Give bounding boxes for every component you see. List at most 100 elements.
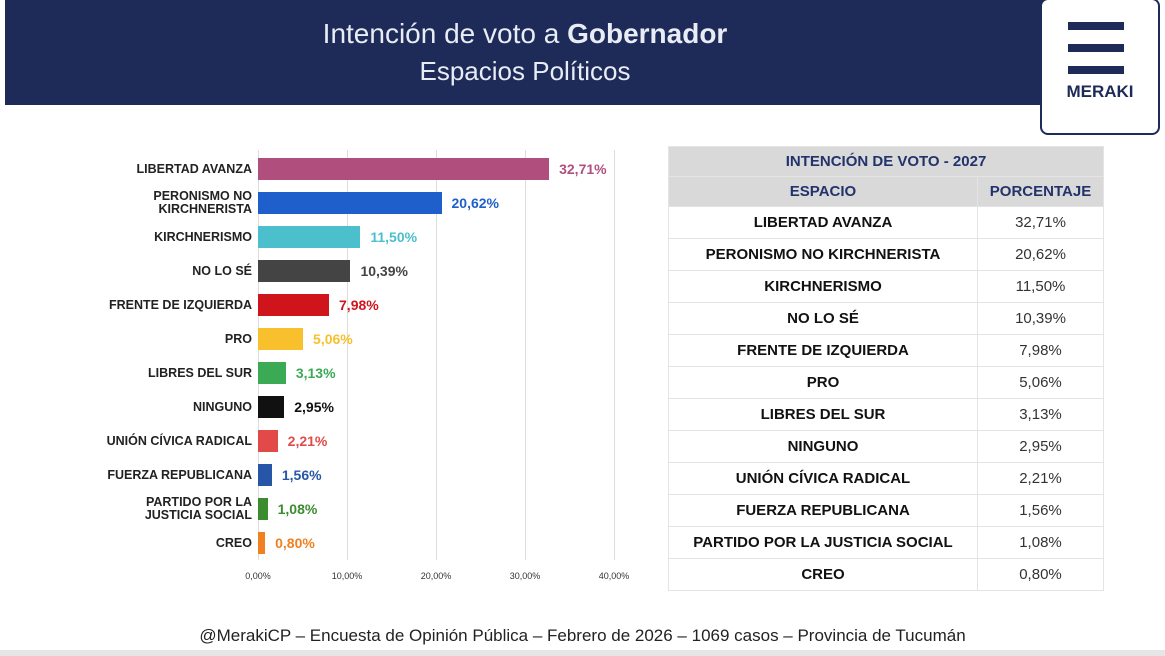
value-label: 7,98% [339, 297, 379, 313]
logo-text: MERAKI [1066, 82, 1134, 101]
table-row: PERONISMO NO KIRCHNERISTA 20,62% [668, 238, 1104, 271]
logo: MERAKI [1040, 0, 1160, 135]
title-text: Intención de voto a [322, 18, 560, 49]
value-label: 5,06% [313, 331, 353, 347]
value-label: 2,21% [287, 433, 328, 449]
percent-cell: 7,98% [977, 334, 1104, 367]
table-row: UNIÓN CÍVICA RADICAL 2,21% [668, 462, 1104, 495]
bar [258, 396, 285, 418]
space-cell: FRENTE DE IZQUIERDA [668, 334, 978, 367]
value-label: 11,50% [370, 229, 418, 245]
space-cell: CREO [668, 558, 978, 591]
table-title: INTENCIÓN DE VOTO - 2027 [668, 146, 1104, 177]
grid-line [347, 150, 348, 560]
table-row: CREO 0,80% [668, 558, 1104, 591]
value-label: 32,71% [559, 161, 607, 177]
table-row: LIBRES DEL SUR 3,13% [668, 398, 1104, 431]
space-cell: LIBERTAD AVANZA [668, 206, 978, 239]
bottom-strip [0, 650, 1165, 656]
category-label: NO LO SÉ [192, 263, 252, 278]
category-label: PARTIDO POR LA JUSTICIA SOCIAL [144, 495, 252, 522]
chart: 0,00% 10,00% 20,00% 30,00% 40,00% LIBERTAD AV… [106, 150, 630, 581]
value-label: 2,95% [294, 399, 334, 415]
grid-line [525, 150, 526, 560]
category-label: PERONISMO NO KIRCHNERISTA [153, 189, 252, 216]
bar [258, 158, 550, 180]
percent-cell: 1,56% [977, 494, 1104, 527]
table-header-row: ESPACIO PORCENTAJE [668, 176, 1104, 207]
table-row: PRO 5,06% [668, 366, 1104, 399]
bar [258, 464, 272, 486]
space-cell: NO LO SÉ [668, 302, 978, 335]
category-label: KIRCHNERISMO [154, 229, 252, 244]
bar [258, 328, 304, 350]
category-label: FRENTE DE IZQUIERDA [108, 297, 252, 312]
percent-cell: 11,50% [977, 270, 1104, 303]
table-row: LIBERTAD AVANZA 32,71% [668, 206, 1104, 239]
percent-cell: 2,21% [977, 462, 1104, 495]
x-tick-label: 40,00% [598, 571, 630, 581]
bar [258, 226, 361, 248]
x-tick-label: 10,00% [331, 571, 363, 581]
x-tick-label: 20,00% [420, 571, 452, 581]
bar [258, 532, 266, 554]
space-cell: UNIÓN CÍVICA RADICAL [668, 462, 978, 495]
table-row: FRENTE DE IZQUIERDA 7,98% [668, 334, 1104, 367]
logo-bar [1068, 44, 1124, 52]
table: INTENCIÓN DE VOTO - 2027 ESPACIO PORCENTA… [668, 146, 1104, 591]
category-label: UNIÓN CÍVICA RADICAL [106, 433, 252, 448]
footer: @MerakiCP – Encuesta de Opinión Pública … [199, 626, 966, 645]
category-label: CREO [215, 535, 252, 550]
category-label: FUERZA REPUBLICANA [107, 467, 252, 482]
value-label: 1,08% [277, 501, 318, 517]
bar [258, 430, 278, 452]
table-row: FUERZA REPUBLICANA 1,56% [668, 494, 1104, 527]
table-row: NO LO SÉ 10,39% [668, 302, 1104, 335]
title-bold: Gobernador [567, 18, 728, 49]
bar [258, 498, 268, 520]
space-cell: PARTIDO POR LA JUSTICIA SOCIAL [668, 526, 978, 559]
grid-line [258, 150, 259, 560]
bar [258, 362, 286, 384]
space-cell: PRO [668, 366, 978, 399]
space-cell: FUERZA REPUBLICANA [668, 494, 978, 527]
space-cell: KIRCHNERISMO [668, 270, 978, 303]
table-body: INTENCIÓN DE VOTO - 2027 ESPACIO PORCENTA… [668, 146, 1104, 591]
title: Intención de voto a Gobernador [5, 18, 1045, 50]
x-tick-label: 0,00% [245, 571, 271, 581]
space-cell: NINGUNO [668, 430, 978, 463]
bar [258, 294, 330, 316]
bar [258, 260, 351, 282]
grid-line [614, 150, 615, 560]
value-label: 10,39% [360, 263, 408, 279]
subtitle: Espacios Políticos [419, 56, 631, 86]
table-row: KIRCHNERISMO 11,50% [668, 270, 1104, 303]
column-header: PORCENTAJE [977, 176, 1104, 207]
percent-cell: 5,06% [977, 366, 1104, 399]
category-label: PRO [224, 331, 252, 346]
space-cell: PERONISMO NO KIRCHNERISTA [668, 238, 978, 271]
category-label: NINGUNO [192, 399, 252, 414]
value-label: 3,13% [295, 365, 336, 381]
percent-cell: 20,62% [977, 238, 1104, 271]
bar [258, 192, 442, 214]
percent-cell: 32,71% [977, 206, 1104, 239]
logo-bar [1068, 22, 1124, 30]
space-cell: LIBRES DEL SUR [668, 398, 978, 431]
table-title-row: INTENCIÓN DE VOTO - 2027 [668, 146, 1104, 177]
percent-cell: 2,95% [977, 430, 1104, 463]
percent-cell: 0,80% [977, 558, 1104, 591]
value-label: 1,56% [281, 467, 322, 483]
value-label: 0,80% [275, 535, 315, 551]
percent-cell: 3,13% [977, 398, 1104, 431]
percent-cell: 1,08% [977, 526, 1104, 559]
category-label: LIBERTAD AVANZA [136, 161, 253, 176]
category-label: LIBRES DEL SUR [148, 365, 252, 380]
table-row: PARTIDO POR LA JUSTICIA SOCIAL 1,08% [668, 526, 1104, 559]
grid-line [436, 150, 437, 560]
value-label: 20,62% [451, 195, 499, 211]
percent-cell: 10,39% [977, 302, 1104, 335]
column-header: ESPACIO [668, 176, 978, 207]
logo-bar [1068, 66, 1124, 74]
